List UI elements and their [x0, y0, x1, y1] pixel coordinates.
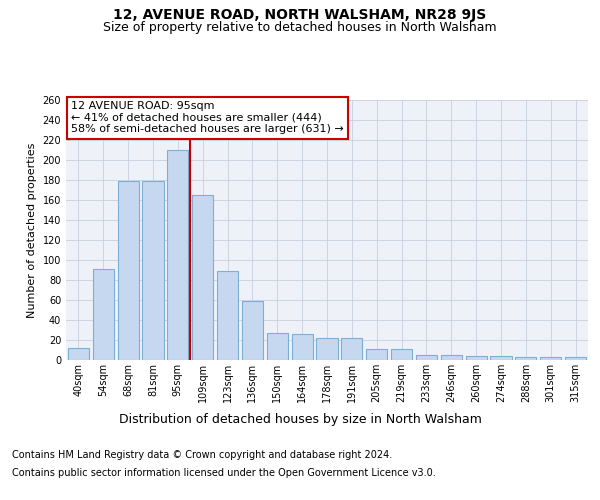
Bar — [292, 334, 313, 360]
Bar — [441, 355, 462, 360]
Bar — [242, 301, 263, 360]
Bar — [565, 357, 586, 360]
Bar — [515, 357, 536, 360]
Text: 12 AVENUE ROAD: 95sqm
← 41% of detached houses are smaller (444)
58% of semi-det: 12 AVENUE ROAD: 95sqm ← 41% of detached … — [71, 102, 344, 134]
Bar — [391, 349, 412, 360]
Bar — [167, 150, 188, 360]
Bar — [366, 349, 387, 360]
Bar — [118, 181, 139, 360]
Bar — [93, 269, 114, 360]
Text: Contains HM Land Registry data © Crown copyright and database right 2024.: Contains HM Land Registry data © Crown c… — [12, 450, 392, 460]
Text: Distribution of detached houses by size in North Walsham: Distribution of detached houses by size … — [119, 412, 481, 426]
Bar — [267, 333, 288, 360]
Bar — [68, 348, 89, 360]
Bar — [490, 356, 512, 360]
Bar — [192, 195, 213, 360]
Bar — [540, 357, 561, 360]
Bar — [341, 338, 362, 360]
Y-axis label: Number of detached properties: Number of detached properties — [27, 142, 37, 318]
Text: 12, AVENUE ROAD, NORTH WALSHAM, NR28 9JS: 12, AVENUE ROAD, NORTH WALSHAM, NR28 9JS — [113, 8, 487, 22]
Bar — [217, 271, 238, 360]
Bar — [316, 338, 338, 360]
Bar — [416, 355, 437, 360]
Text: Size of property relative to detached houses in North Walsham: Size of property relative to detached ho… — [103, 21, 497, 34]
Text: Contains public sector information licensed under the Open Government Licence v3: Contains public sector information licen… — [12, 468, 436, 477]
Bar — [466, 356, 487, 360]
Bar — [142, 181, 164, 360]
